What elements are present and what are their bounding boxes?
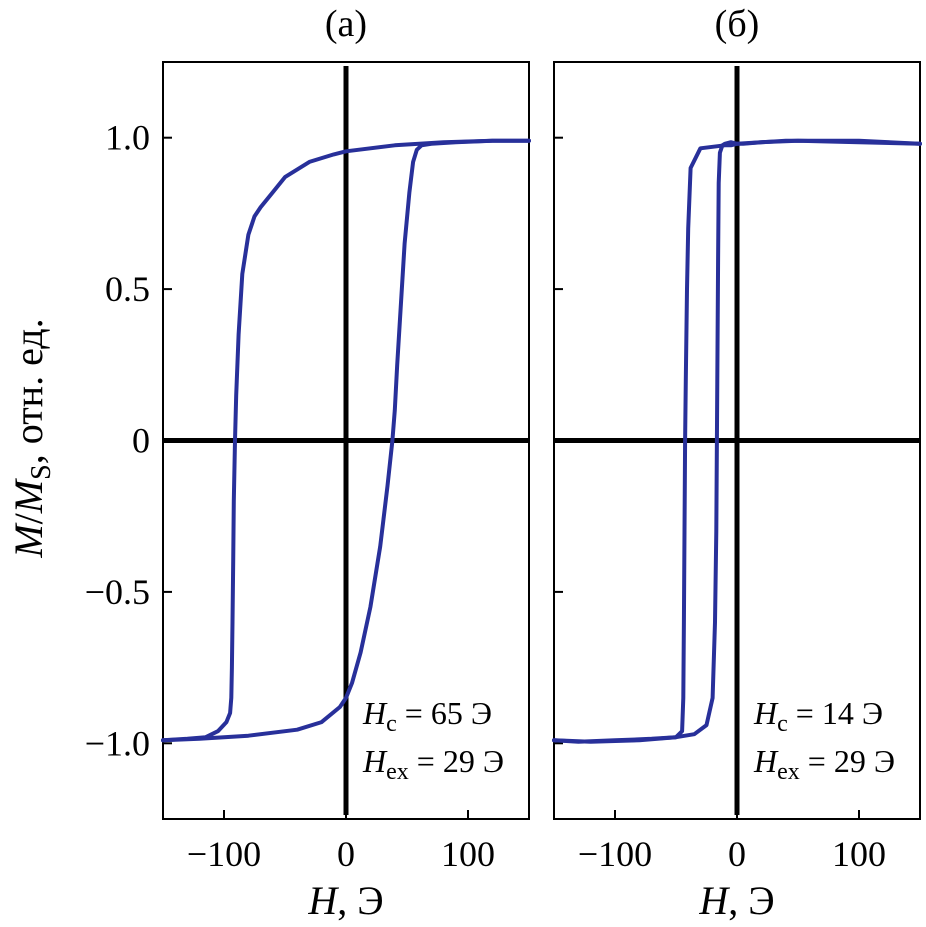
y-tick-label-1: −0.5 [85,572,150,612]
panel-b-series-ascending [552,138,922,744]
y-tick-label-2: 0 [132,421,150,461]
panel-b-x-tick-label-0: −100 [578,834,652,874]
panel-a: (a) −100 0 100 Hc = 65 Э Hex = 29 Э H, Э [161,3,531,923]
y-tick-labels: −1.0 −0.5 0 0.5 1.0 [85,118,150,764]
panel-b-x-axis-title: H, Э [698,878,774,923]
y-axis-title: M/MS, отн. ед. [6,318,57,558]
panel-b-annotation-hc: Hc = 14 Э [753,695,883,737]
panel-b-label: (б) [715,3,760,45]
panel-a-x-axis-title: H, Э [307,878,383,923]
panel-a-x-tick-label-0: −100 [187,834,261,874]
panel-a-x-tick-label-2: 100 [441,834,495,874]
panel-b: (б) −100 0 100 Hc = 14 Э Hex = 29 Э H, Э [552,3,922,923]
panel-a-label: (a) [325,3,367,45]
panel-a-x-tick-labels: −100 0 100 [187,834,495,874]
y-tick-label-0: −1.0 [85,723,150,763]
panel-a-annotation-hex: Hex = 29 Э [362,743,504,785]
panel-b-x-tick-label-2: 100 [832,834,886,874]
panel-a-series-ascending [161,138,531,743]
panel-b-x-tick-label-1: 0 [728,834,746,874]
panel-a-series [161,138,531,743]
y-tick-label-4: 1.0 [105,118,150,158]
panel-b-x-tick-labels: −100 0 100 [578,834,886,874]
panel-b-annotation-hex: Hex = 29 Э [753,743,895,785]
panel-a-x-tick-label-1: 0 [337,834,355,874]
y-tick-label-3: 0.5 [105,269,150,309]
panel-b-series [552,138,922,744]
panel-a-series-descending [161,138,531,743]
panel-a-annotation-hc: Hc = 65 Э [362,695,492,737]
